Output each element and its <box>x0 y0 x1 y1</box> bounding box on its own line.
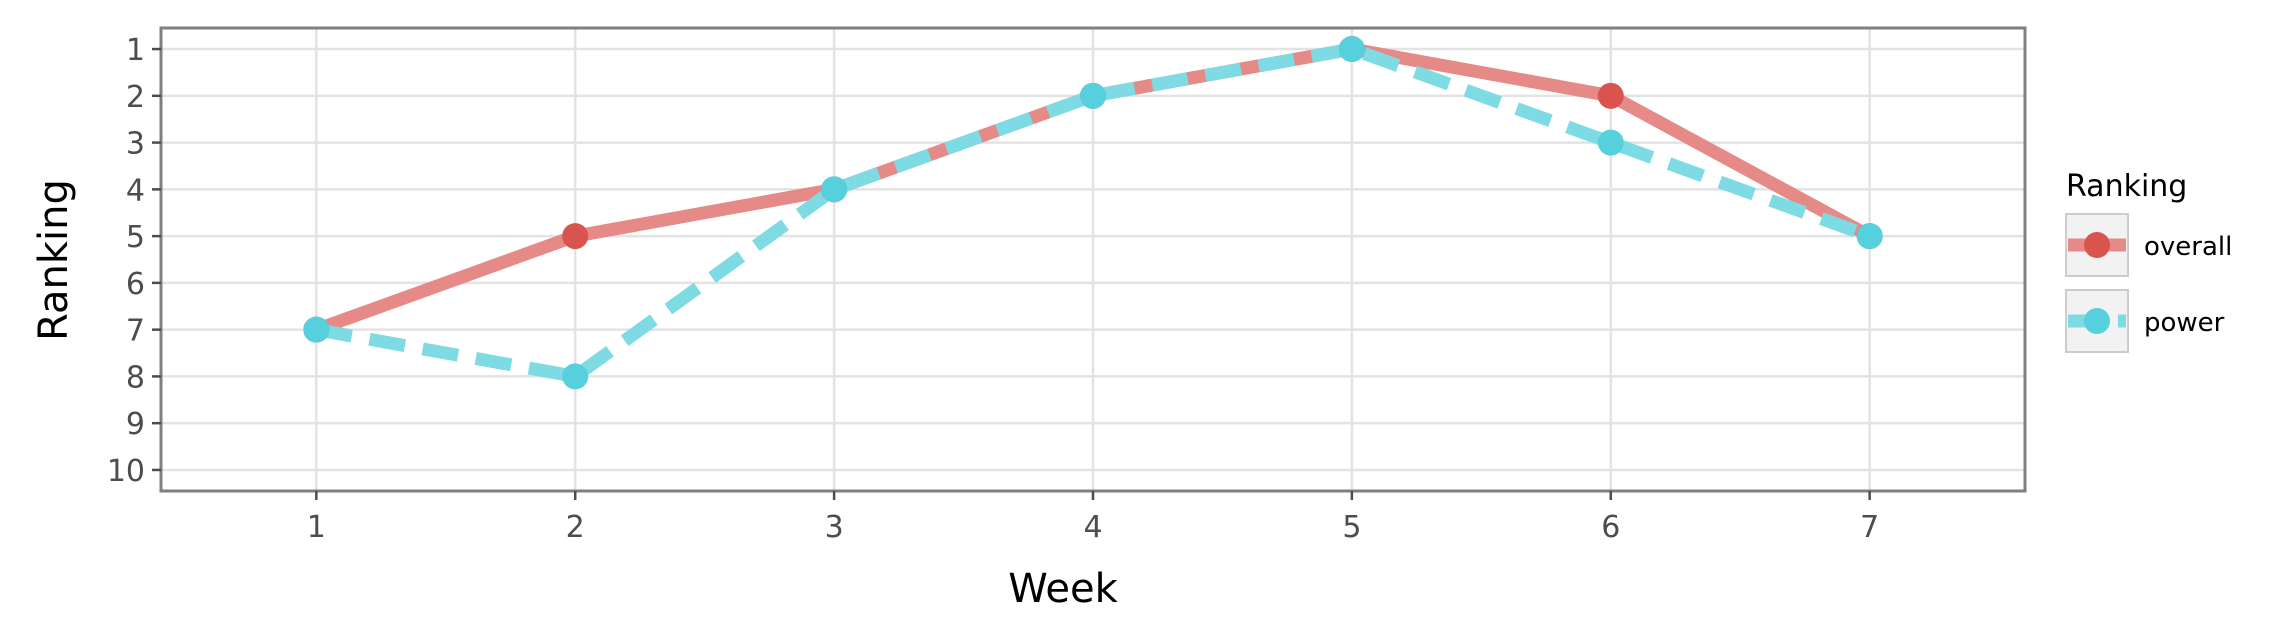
y-tick-label-5: 5 <box>126 220 145 255</box>
legend-point-overall <box>2084 232 2110 258</box>
y-tick-label-7: 7 <box>126 314 145 349</box>
ticks: 1 2 3 4 5 6 7 1 2 3 4 5 6 7 8 9 10 <box>107 33 1879 545</box>
point-power-week-2 <box>562 363 589 390</box>
point-power-week-6 <box>1597 129 1624 156</box>
y-axis-title: Ranking <box>31 179 77 341</box>
point-power-week-4 <box>1080 82 1106 109</box>
y-tick-label-6: 6 <box>126 267 145 302</box>
x-tick-label-7: 7 <box>1860 510 1879 545</box>
y-tick-label-2: 2 <box>126 80 145 115</box>
x-tick-label-3: 3 <box>825 510 844 545</box>
series-layer <box>303 36 1883 390</box>
y-tick-label-9: 9 <box>126 407 145 442</box>
x-tick-label-5: 5 <box>1342 510 1361 545</box>
point-power-week-1 <box>303 316 330 343</box>
legend: Ranking overall power <box>2065 169 2232 353</box>
y-tick-label-8: 8 <box>126 360 145 395</box>
legend-title: Ranking <box>2066 169 2187 204</box>
y-tick-label-4: 4 <box>126 173 145 208</box>
x-tick-label-4: 4 <box>1083 510 1102 545</box>
x-axis-title: Week <box>1008 566 1118 612</box>
point-overall-week-2 <box>562 223 589 250</box>
x-tick-label-6: 6 <box>1601 510 1620 545</box>
y-tick-label-10: 10 <box>107 454 145 489</box>
legend-point-power <box>2084 308 2110 334</box>
point-power-week-7 <box>1856 223 1883 250</box>
point-overall-week-6 <box>1597 82 1624 109</box>
point-power-week-3 <box>821 176 848 203</box>
y-tick-label-1: 1 <box>126 33 145 68</box>
legend-label-overall: overall <box>2144 232 2232 262</box>
x-tick-label-2: 2 <box>566 510 585 545</box>
point-power-week-5 <box>1338 36 1365 63</box>
legend-label-power: power <box>2144 308 2225 338</box>
x-tick-label-1: 1 <box>307 510 326 545</box>
y-tick-label-3: 3 <box>126 127 145 162</box>
